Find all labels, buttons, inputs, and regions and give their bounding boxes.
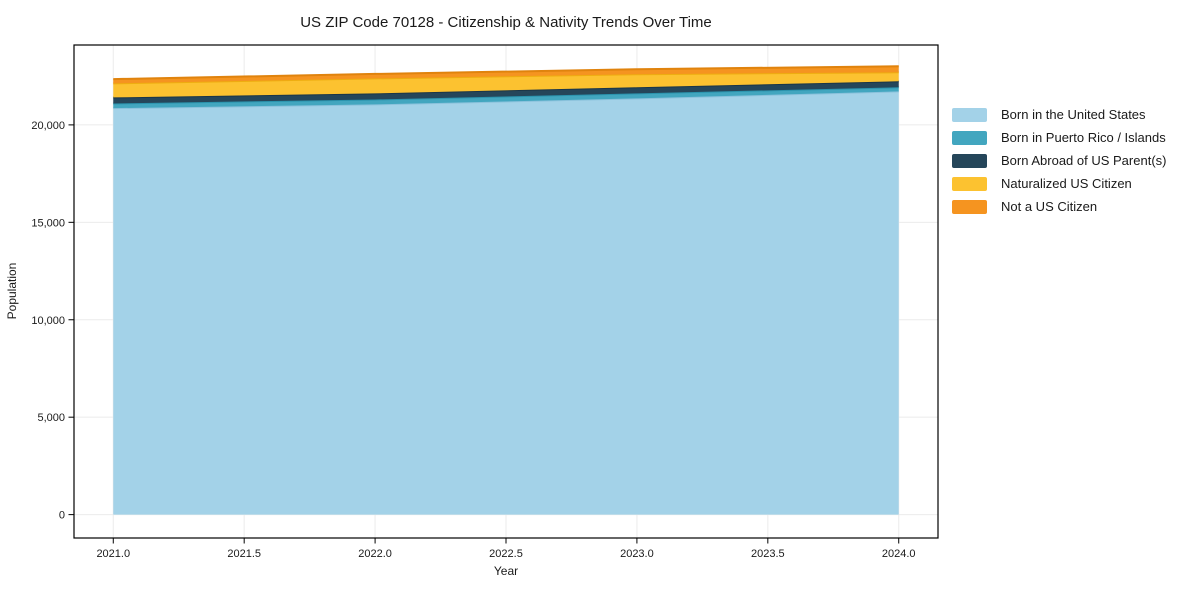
legend-item: Not a US Citizen (952, 195, 1166, 218)
x-tick-label: 2023.0 (620, 548, 654, 560)
x-tick-label: 2021.5 (227, 548, 261, 560)
x-tick-label: 2021.0 (96, 548, 130, 560)
legend-label: Born in Puerto Rico / Islands (1001, 130, 1166, 145)
area-not-a-us-citizen (113, 66, 899, 84)
legend-label: Naturalized US Citizen (1001, 176, 1132, 191)
legend-label: Not a US Citizen (1001, 199, 1098, 214)
legend-swatch (952, 107, 987, 122)
x-tick-label: 2022.0 (358, 548, 392, 560)
chart-title: US ZIP Code 70128 - Citizenship & Nativi… (300, 14, 712, 31)
y-axis-label: Population (5, 263, 19, 320)
y-tick-label: 20,000 (31, 120, 65, 132)
legend-swatch (952, 130, 987, 145)
legend-swatch (952, 199, 987, 214)
y-tick-label: 5,000 (37, 412, 65, 424)
area-edge (113, 65, 899, 81)
axis-ticks: 2021.0 2021.5 2022.0 2022.5 2023.0 2023.5 2024… (31, 120, 915, 560)
y-tick-label: 15,000 (31, 217, 65, 229)
area-series-layer (113, 65, 899, 515)
legend-item: Born in the United States (952, 103, 1166, 126)
x-tick-label: 2023.5 (751, 548, 785, 560)
area-born-in-the-united-states (113, 91, 899, 515)
legend-item: Born Abroad of US Parent(s) (952, 149, 1166, 172)
area-born-abroad-of-us-parent-s- (113, 81, 899, 104)
legend-label: Born in the United States (1001, 107, 1146, 122)
legend-swatch (952, 153, 987, 168)
area-naturalized-us-citizen (113, 72, 899, 98)
x-tick-label: 2022.5 (489, 548, 523, 560)
legend-item: Born in Puerto Rico / Islands (952, 126, 1166, 149)
legend-item: Naturalized US Citizen (952, 172, 1166, 195)
legend-swatch (952, 176, 987, 191)
chart-legend: Born in the United States Born in Puerto … (952, 103, 1166, 218)
y-tick-label: 0 (59, 510, 65, 522)
legend-label: Born Abroad of US Parent(s) (1001, 153, 1167, 168)
x-tick-label: 2024.0 (882, 548, 916, 560)
y-tick-label: 10,000 (31, 315, 65, 327)
x-axis-label: Year (494, 564, 518, 578)
plot-border (73, 44, 939, 539)
